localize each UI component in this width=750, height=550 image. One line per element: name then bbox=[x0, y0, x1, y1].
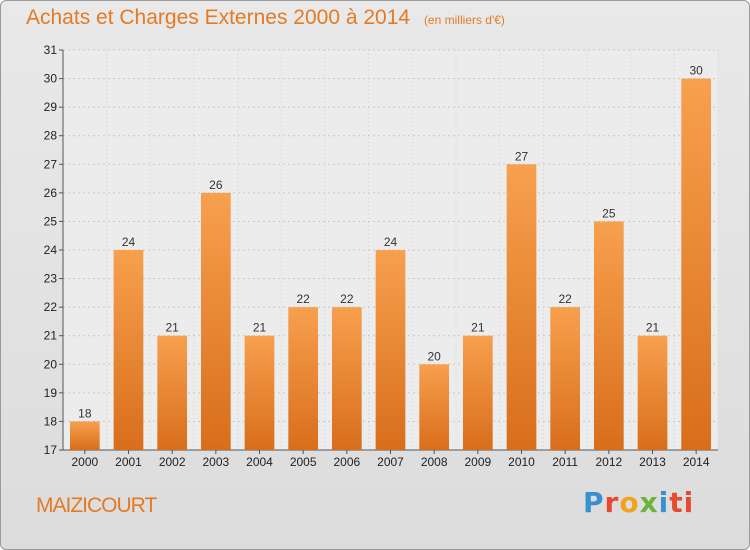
proxiti-logo: Proxiti bbox=[583, 486, 694, 519]
bars bbox=[69, 78, 712, 451]
x-tick-label: 2012 bbox=[595, 455, 622, 469]
data-label: 21 bbox=[253, 321, 267, 335]
x-tick-label: 2014 bbox=[683, 455, 710, 469]
y-tick-label: 18 bbox=[44, 414, 58, 428]
bar-2006 bbox=[331, 307, 362, 450]
y-tick-label: 24 bbox=[44, 243, 58, 257]
y-tick-label: 27 bbox=[44, 157, 58, 171]
x-tick-label: 2010 bbox=[508, 455, 535, 469]
data-label: 21 bbox=[165, 321, 179, 335]
x-tick-label: 2004 bbox=[246, 455, 273, 469]
x-tick-label: 2007 bbox=[377, 455, 404, 469]
data-label: 21 bbox=[471, 321, 485, 335]
logo-letter: x bbox=[639, 486, 659, 519]
bar-2002 bbox=[157, 335, 188, 450]
data-label: 24 bbox=[384, 235, 398, 249]
data-label: 22 bbox=[296, 292, 310, 306]
bar-2003 bbox=[200, 192, 231, 450]
data-label: 20 bbox=[427, 349, 441, 363]
data-label: 22 bbox=[340, 292, 354, 306]
x-tick-label: 2011 bbox=[552, 455, 578, 469]
data-label: 24 bbox=[122, 235, 136, 249]
data-label: 30 bbox=[689, 64, 703, 78]
y-tick-label: 17 bbox=[44, 443, 58, 457]
x-tick-label: 2009 bbox=[464, 455, 491, 469]
bar-2000 bbox=[69, 421, 100, 450]
data-label: 22 bbox=[558, 292, 572, 306]
bar-2009 bbox=[462, 335, 493, 450]
data-label: 25 bbox=[602, 206, 616, 220]
y-tick-label: 31 bbox=[44, 43, 58, 57]
y-tick-label: 26 bbox=[44, 186, 58, 200]
y-tick-label: 28 bbox=[44, 129, 58, 143]
labels: 17 18 19 20 21 22 23 24 25 26 27 28 29 30 31 18 2000 24 20… bbox=[44, 43, 710, 469]
chart-title: Achats et Charges Externes 2000 à 2014 bbox=[26, 6, 411, 29]
y-tick-label: 20 bbox=[44, 357, 58, 371]
x-tick-label: 2006 bbox=[333, 455, 360, 469]
bar-2007 bbox=[375, 250, 406, 450]
logo-letter: i bbox=[658, 486, 670, 519]
data-label: 27 bbox=[515, 149, 529, 163]
x-tick-label: 2002 bbox=[159, 455, 186, 469]
bar-2004 bbox=[244, 335, 275, 450]
bar-2012 bbox=[593, 221, 624, 450]
x-tick-label: 2000 bbox=[71, 455, 98, 469]
y-tick-label: 22 bbox=[44, 300, 58, 314]
y-tick-label: 23 bbox=[44, 272, 58, 286]
logo-letter: r bbox=[604, 486, 620, 519]
logo-letter: ti bbox=[669, 486, 695, 519]
bar-2001 bbox=[113, 250, 144, 450]
commune-name: MAIZICOURT bbox=[36, 494, 157, 517]
x-tick-label: 2001 bbox=[115, 455, 142, 469]
y-tick-label: 29 bbox=[44, 100, 58, 114]
data-label: 18 bbox=[78, 406, 92, 420]
bar-2008 bbox=[419, 364, 450, 450]
y-tick-label: 21 bbox=[44, 329, 58, 343]
x-tick-label: 2008 bbox=[421, 455, 448, 469]
y-tick-label: 30 bbox=[44, 72, 58, 86]
bar-2013 bbox=[637, 335, 668, 450]
x-tick-label: 2013 bbox=[639, 455, 666, 469]
bar-2005 bbox=[288, 307, 319, 450]
bar-2014 bbox=[681, 78, 712, 451]
y-tick-label: 25 bbox=[44, 214, 58, 228]
data-label: 21 bbox=[646, 321, 660, 335]
logo-letter: P bbox=[583, 486, 605, 519]
x-tick-label: 2003 bbox=[202, 455, 229, 469]
chart-title-block: Achats et Charges Externes 2000 à 2014 (… bbox=[26, 6, 505, 30]
chart-subtitle: (en milliers d'€) bbox=[423, 13, 505, 27]
bar-2011 bbox=[550, 307, 581, 450]
logo-letter: o bbox=[619, 486, 640, 519]
data-label: 26 bbox=[209, 178, 223, 192]
x-tick-label: 2005 bbox=[290, 455, 317, 469]
y-tick-label: 19 bbox=[44, 386, 58, 400]
bar-2010 bbox=[506, 164, 537, 451]
